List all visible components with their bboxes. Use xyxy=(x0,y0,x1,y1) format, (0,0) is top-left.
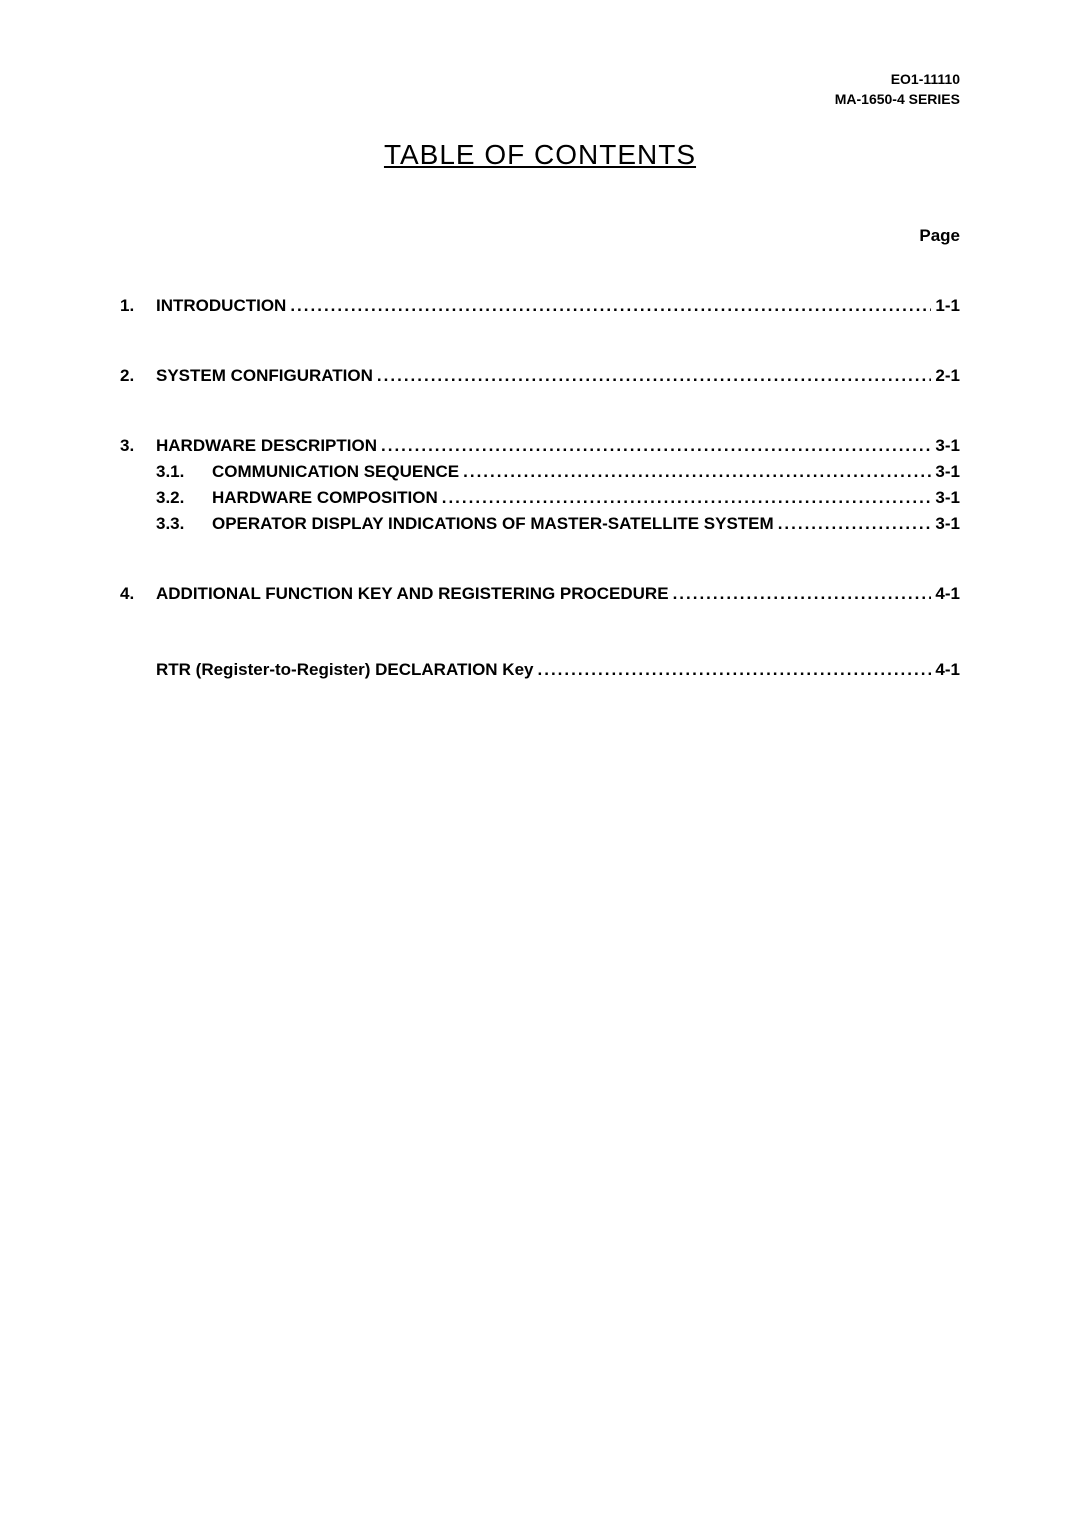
toc-rtr-row: RTR (Register-to-Register) DECLARATION K… xyxy=(120,660,960,680)
toc-leader-dots xyxy=(673,584,932,604)
toc-rtr-text: RTR (Register-to-Register) DECLARATION K… xyxy=(156,660,538,680)
toc-leader-dots xyxy=(538,660,932,680)
toc-leader-dots xyxy=(442,488,932,508)
toc-sub-text: COMMUNICATION SEQUENCE xyxy=(212,462,463,482)
toc-leader-dots xyxy=(778,514,932,534)
toc-text: SYSTEM CONFIGURATION xyxy=(156,366,377,386)
toc-entry: 3. HARDWARE DESCRIPTION 3-1 3.1. COMMUNI… xyxy=(120,436,960,534)
toc-text: INTRODUCTION xyxy=(156,296,290,316)
toc-sub-text: OPERATOR DISPLAY INDICATIONS OF MASTER-S… xyxy=(212,514,778,534)
header-line-1: EO1-11110 xyxy=(120,70,960,90)
toc-page: 1-1 xyxy=(931,296,960,316)
toc-row: 2. SYSTEM CONFIGURATION 2-1 xyxy=(120,366,960,386)
toc-page: 4-1 xyxy=(931,584,960,604)
toc-leader-dots xyxy=(377,366,932,386)
toc-entry: 2. SYSTEM CONFIGURATION 2-1 xyxy=(120,366,960,386)
toc-sub-number: 3.1. xyxy=(156,462,212,482)
toc-sub-row: 3.1. COMMUNICATION SEQUENCE 3-1 xyxy=(120,462,960,482)
toc-sub-row: 3.3. OPERATOR DISPLAY INDICATIONS OF MAS… xyxy=(120,514,960,534)
toc-text: ADDITIONAL FUNCTION KEY AND REGISTERING … xyxy=(156,584,673,604)
header-line-2: MA-1650-4 SERIES xyxy=(120,90,960,110)
toc-page: 3-1 xyxy=(931,514,960,534)
toc-page: 2-1 xyxy=(931,366,960,386)
toc-leader-dots xyxy=(290,296,931,316)
document-title: TABLE OF CONTENTS xyxy=(120,139,960,171)
toc-number: 1. xyxy=(120,296,156,316)
toc-sub-text: HARDWARE COMPOSITION xyxy=(212,488,442,508)
toc-number: 2. xyxy=(120,366,156,386)
spacer xyxy=(120,610,960,660)
toc-leader-dots xyxy=(463,462,931,482)
toc-number: 3. xyxy=(120,436,156,456)
toc-sub-number: 3.2. xyxy=(156,488,212,508)
toc-text: HARDWARE DESCRIPTION xyxy=(156,436,381,456)
toc-page: 3-1 xyxy=(931,462,960,482)
page-column-label: Page xyxy=(120,226,960,246)
toc-page: 4-1 xyxy=(931,660,960,680)
toc-row: 4. ADDITIONAL FUNCTION KEY AND REGISTERI… xyxy=(120,584,960,604)
document-header: EO1-11110 MA-1650-4 SERIES xyxy=(120,70,960,109)
toc-sub-row: 3.2. HARDWARE COMPOSITION 3-1 xyxy=(120,488,960,508)
toc-entry: 4. ADDITIONAL FUNCTION KEY AND REGISTERI… xyxy=(120,584,960,604)
toc-sub-number: 3.3. xyxy=(156,514,212,534)
toc-leader-dots xyxy=(381,436,931,456)
toc-page: 3-1 xyxy=(931,488,960,508)
toc-entry: 1. INTRODUCTION 1-1 xyxy=(120,296,960,316)
table-of-contents: 1. INTRODUCTION 1-1 2. SYSTEM CONFIGURAT… xyxy=(120,296,960,680)
toc-page: 3-1 xyxy=(931,436,960,456)
toc-row: 3. HARDWARE DESCRIPTION 3-1 xyxy=(120,436,960,456)
toc-row: 1. INTRODUCTION 1-1 xyxy=(120,296,960,316)
toc-number: 4. xyxy=(120,584,156,604)
